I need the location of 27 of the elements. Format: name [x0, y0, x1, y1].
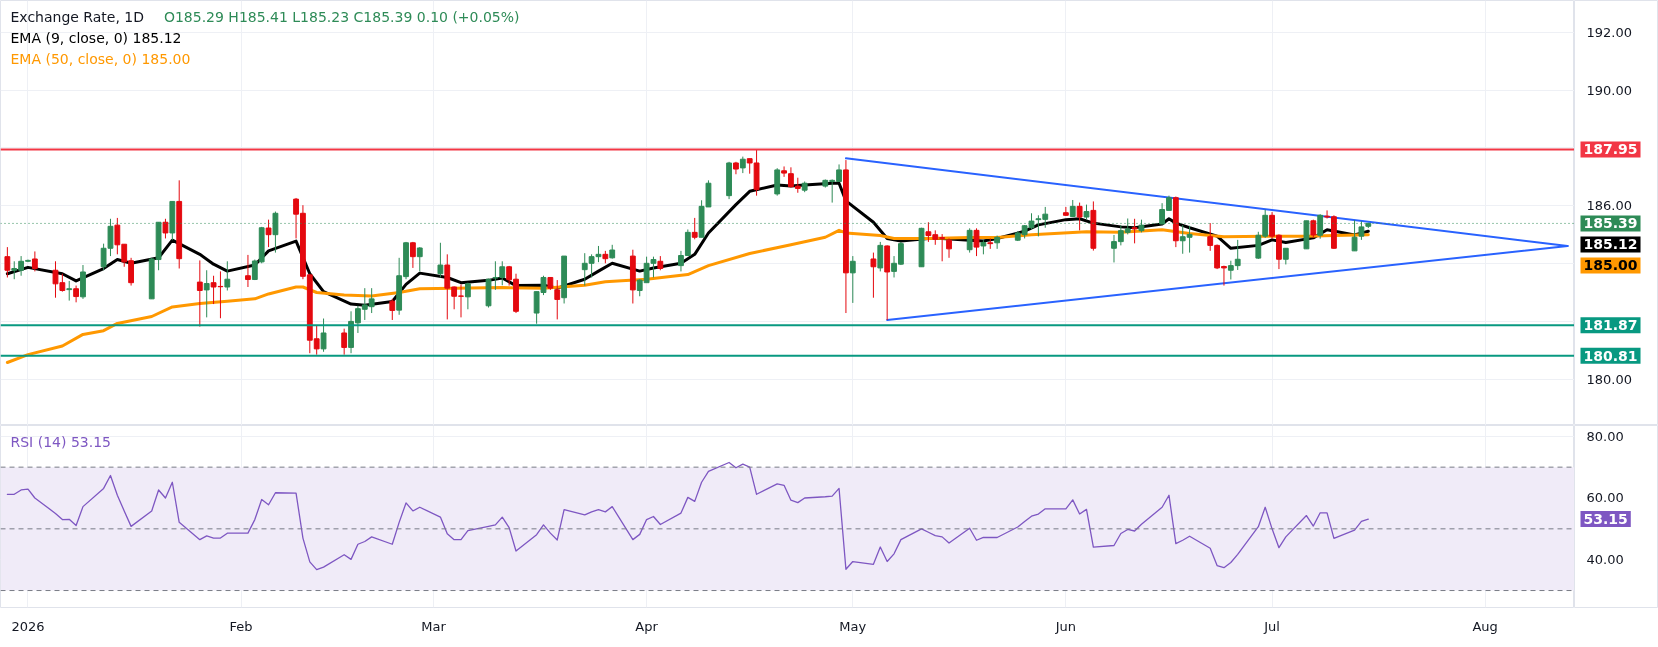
y-tick-label: 40.00 — [1586, 552, 1624, 568]
x-tick-label: 2026 — [11, 618, 45, 634]
x-tick-label: Aug — [1472, 618, 1498, 634]
text: 185.12 — [1583, 236, 1638, 253]
text: O185.29 H185.41 L185.23 C185.39 0.10 (+0.05%) — [163, 8, 520, 25]
x-tick-label: May — [839, 618, 867, 634]
ref-line-label: 185.39 — [1583, 215, 1638, 232]
text: 53.15 — [1583, 511, 1628, 528]
ref-line-label: 180.81 — [1583, 347, 1638, 364]
y-tick-label: 60.00 — [1586, 490, 1624, 506]
text: Exchange Rate, 1D — [10, 8, 145, 25]
x-tick-label: Mar — [421, 618, 447, 634]
x-tick-label: Apr — [635, 618, 659, 634]
x-tick-label: Jun — [1054, 618, 1077, 634]
y-tick-label: 186.00 — [1586, 198, 1632, 214]
y-tick-label: 80.00 — [1586, 428, 1624, 444]
ref-line-label: 181.87 — [1583, 317, 1638, 334]
text: 185.00 — [1583, 257, 1638, 274]
ref-line-label: 187.95 — [1583, 141, 1638, 158]
x-tick-label: Feb — [229, 618, 253, 634]
x-tick-label: Jul — [1263, 618, 1280, 634]
series-label: RSI (14) 53.15 — [10, 433, 111, 450]
y-tick-label: 180.00 — [1586, 371, 1632, 387]
text: EMA (9, close, 0) 185.12 — [10, 29, 182, 46]
y-tick-label: 192.00 — [1586, 24, 1632, 40]
y-tick-label: 190.00 — [1586, 82, 1632, 98]
text: EMA (50, close, 0) 185.00 — [10, 50, 191, 67]
